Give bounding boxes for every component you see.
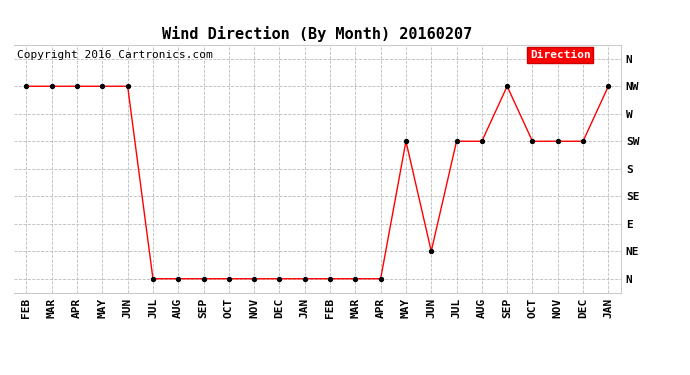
Point [274,276,285,282]
Point [350,276,361,282]
Point [198,276,209,282]
Title: Wind Direction (By Month) 20160207: Wind Direction (By Month) 20160207 [162,27,473,42]
Point [46,83,57,89]
Point [426,248,437,254]
Point [72,83,83,89]
Point [400,138,411,144]
Point [552,138,563,144]
Point [248,276,259,282]
Point [578,138,589,144]
Text: Direction: Direction [530,50,591,60]
Point [451,138,462,144]
Point [502,83,513,89]
Point [324,276,335,282]
Point [375,276,386,282]
Point [148,276,159,282]
Point [299,276,310,282]
Point [97,83,108,89]
Point [476,138,487,144]
Text: Copyright 2016 Cartronics.com: Copyright 2016 Cartronics.com [17,50,213,60]
Point [603,83,614,89]
Point [224,276,235,282]
Point [122,83,133,89]
Point [527,138,538,144]
Point [21,83,32,89]
Point [172,276,184,282]
